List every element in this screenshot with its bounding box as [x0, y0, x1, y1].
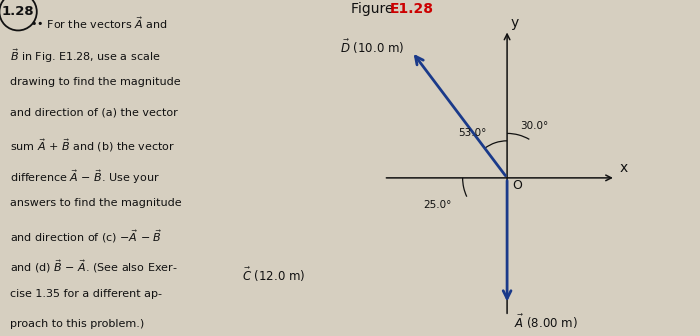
Text: x: x	[620, 161, 628, 175]
Text: sum $\vec{A}$ + $\vec{B}$ and (b) the vector: sum $\vec{A}$ + $\vec{B}$ and (b) the ve…	[10, 138, 175, 155]
Text: cise 1.35 for a different ap-: cise 1.35 for a different ap-	[10, 289, 162, 299]
Text: answers to find the magnitude: answers to find the magnitude	[10, 198, 181, 208]
Text: 53.0°: 53.0°	[458, 128, 486, 138]
Text: difference $\vec{A}$ − $\vec{B}$. Use your: difference $\vec{A}$ − $\vec{B}$. Use yo…	[10, 168, 160, 186]
Text: $\vec{A}$ (8.00 m): $\vec{A}$ (8.00 m)	[514, 313, 578, 331]
Text: 30.0°: 30.0°	[520, 121, 548, 131]
Text: $\vec{D}$ (10.0 m): $\vec{D}$ (10.0 m)	[340, 38, 405, 56]
Text: 25.0°: 25.0°	[424, 200, 452, 210]
Text: proach to this problem.): proach to this problem.)	[10, 319, 144, 329]
Text: and direction of (c) −$\vec{A}$ − $\vec{B}$: and direction of (c) −$\vec{A}$ − $\vec{…	[10, 228, 162, 245]
Text: and direction of (a) the vector: and direction of (a) the vector	[10, 108, 178, 118]
Text: Figure: Figure	[351, 2, 398, 16]
Text: drawing to find the magnitude: drawing to find the magnitude	[10, 77, 181, 87]
Text: and (d) $\vec{B}$ − $\vec{A}$. (See also Exer-: and (d) $\vec{B}$ − $\vec{A}$. (See also…	[10, 259, 178, 276]
Text: 1.28: 1.28	[2, 5, 34, 18]
Text: $\vec{C}$ (12.0 m): $\vec{C}$ (12.0 m)	[242, 266, 305, 284]
Text: •• For the vectors $\vec{A}$ and: •• For the vectors $\vec{A}$ and	[29, 15, 167, 31]
Text: $\vec{B}$ in Fig. E1.28, use a scale: $\vec{B}$ in Fig. E1.28, use a scale	[10, 47, 160, 65]
Text: O: O	[512, 179, 522, 192]
Text: E1.28: E1.28	[389, 2, 433, 16]
Text: y: y	[511, 16, 519, 30]
